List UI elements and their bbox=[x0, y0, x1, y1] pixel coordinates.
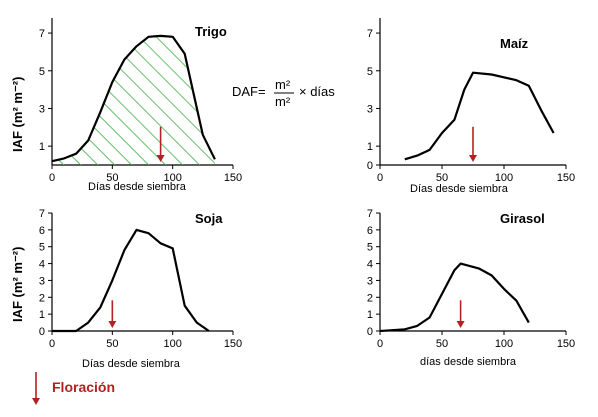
x-axis-label-soja: Días desde siembra bbox=[82, 358, 181, 370]
x-tick-label-soja: 0 bbox=[49, 338, 55, 350]
legend-label: Floración bbox=[52, 379, 115, 395]
x-tick-label-soja: 50 bbox=[106, 338, 118, 350]
x-tick-label-girasol: 100 bbox=[495, 338, 513, 350]
y-tick-label-girasol: 5 bbox=[367, 242, 373, 254]
chart-title-trigo: Trigo bbox=[195, 24, 227, 39]
y-tick-label-girasol: 6 bbox=[367, 225, 373, 237]
x-tick-label-soja: 150 bbox=[224, 338, 242, 350]
legend-arrow-icon bbox=[32, 398, 40, 405]
flowering-arrow-head-soja bbox=[108, 321, 117, 328]
y-axis-label-top: IAF (m² m⁻²) bbox=[10, 77, 25, 152]
y-tick-label-girasol: 7 bbox=[367, 208, 373, 220]
x-axis-label-girasol: días desde siembra bbox=[420, 356, 517, 368]
y-tick-label-girasol: 0 bbox=[367, 326, 373, 338]
panel-trigo: 1 3 5 7 0 50 100 150 Trigo Días desde siembra I… bbox=[10, 18, 335, 193]
flowering-arrow-head-trigo bbox=[156, 155, 165, 162]
y-tick-label-soja: 7 bbox=[39, 208, 45, 220]
x-tick-label-girasol: 0 bbox=[377, 338, 383, 350]
y-tick-label-soja: 6 bbox=[39, 225, 45, 237]
y-tick-label-girasol: 2 bbox=[367, 292, 373, 304]
y-tick-label-soja: 1 bbox=[39, 309, 45, 321]
x-tick-label-maiz: 150 bbox=[557, 172, 575, 184]
chart-soja: 0 1 2 3 4 5 6 7 0 50 100 150 bbox=[39, 208, 242, 350]
daf-formula: DAF= m² m² × días bbox=[232, 77, 335, 109]
y-tick-label-trigo: 5 bbox=[39, 66, 45, 78]
y-tick-label-maiz: 7 bbox=[367, 28, 373, 40]
y-tick-label-maiz: 3 bbox=[367, 103, 373, 115]
y-tick-label-maiz: 1 bbox=[367, 141, 373, 153]
chart-title-soja: Soja bbox=[195, 211, 223, 226]
daf-rhs: × días bbox=[299, 84, 335, 99]
y-axis-label-bottom: IAF (m² m⁻²) bbox=[10, 247, 25, 322]
legend: Floración bbox=[32, 372, 115, 405]
hatched-area-trigo bbox=[52, 35, 215, 166]
x-axis-label-maiz: Días desde siembra bbox=[410, 183, 509, 195]
chart-girasol: 0 1 2 3 4 5 6 7 0 50 100 150 bbox=[367, 208, 575, 350]
x-tick-label-soja: 100 bbox=[163, 338, 181, 350]
series-line-soja bbox=[52, 228, 210, 333]
x-tick-label-maiz: 50 bbox=[436, 172, 448, 184]
y-tick-label-maiz: 0 bbox=[367, 160, 373, 172]
y-tick-label-girasol: 1 bbox=[367, 309, 373, 321]
panel-soja: 0 1 2 3 4 5 6 7 0 50 100 150 Soja Días desde siembr… bbox=[10, 208, 242, 370]
y-tick-label-soja: 4 bbox=[39, 259, 45, 271]
y-tick-label-girasol: 4 bbox=[367, 259, 373, 271]
y-tick-label-soja: 0 bbox=[39, 326, 45, 338]
daf-numerator: m² bbox=[275, 77, 291, 92]
panel-girasol: 0 1 2 3 4 5 6 7 0 50 100 150 Girasol días desde sie… bbox=[367, 208, 575, 368]
x-tick-label-girasol: 50 bbox=[436, 338, 448, 350]
x-tick-label-trigo: 150 bbox=[224, 172, 242, 184]
y-tick-label-soja: 3 bbox=[39, 275, 45, 287]
daf-denominator: m² bbox=[275, 94, 291, 109]
x-tick-label-trigo: 100 bbox=[163, 172, 181, 184]
y-tick-label-maiz: 5 bbox=[367, 66, 373, 78]
y-tick-label-girasol: 3 bbox=[367, 275, 373, 287]
flowering-arrow-head-girasol bbox=[456, 321, 465, 328]
chart-title-girasol: Girasol bbox=[500, 211, 545, 226]
series-line-girasol bbox=[379, 262, 530, 333]
y-tick-label-soja: 2 bbox=[39, 292, 45, 304]
chart-maiz: 0 1 3 5 7 0 50 100 150 bbox=[367, 18, 575, 184]
flowering-arrow-head-maiz bbox=[469, 155, 477, 162]
panel-maiz: 0 1 3 5 7 0 50 100 150 Maíz Días desde siembra bbox=[367, 18, 575, 195]
x-tick-label-trigo: 0 bbox=[49, 172, 55, 184]
x-axis-label-trigo: Días desde siembra bbox=[88, 181, 187, 193]
y-tick-label-trigo: 1 bbox=[39, 141, 45, 153]
x-tick-label-maiz: 100 bbox=[495, 172, 513, 184]
y-tick-label-trigo: 3 bbox=[39, 103, 45, 115]
x-tick-label-maiz: 0 bbox=[377, 172, 383, 184]
series-line-trigo bbox=[51, 34, 216, 163]
chart-title-maiz: Maíz bbox=[500, 36, 529, 51]
y-tick-label-soja: 5 bbox=[39, 242, 45, 254]
chart-trigo: 1 3 5 7 0 50 100 150 bbox=[39, 18, 242, 184]
x-tick-label-trigo: 50 bbox=[106, 172, 118, 184]
series-line-maiz bbox=[404, 71, 555, 161]
y-tick-label-trigo: 7 bbox=[39, 28, 45, 40]
x-tick-label-girasol: 150 bbox=[557, 338, 575, 350]
daf-lhs: DAF= bbox=[232, 84, 266, 99]
